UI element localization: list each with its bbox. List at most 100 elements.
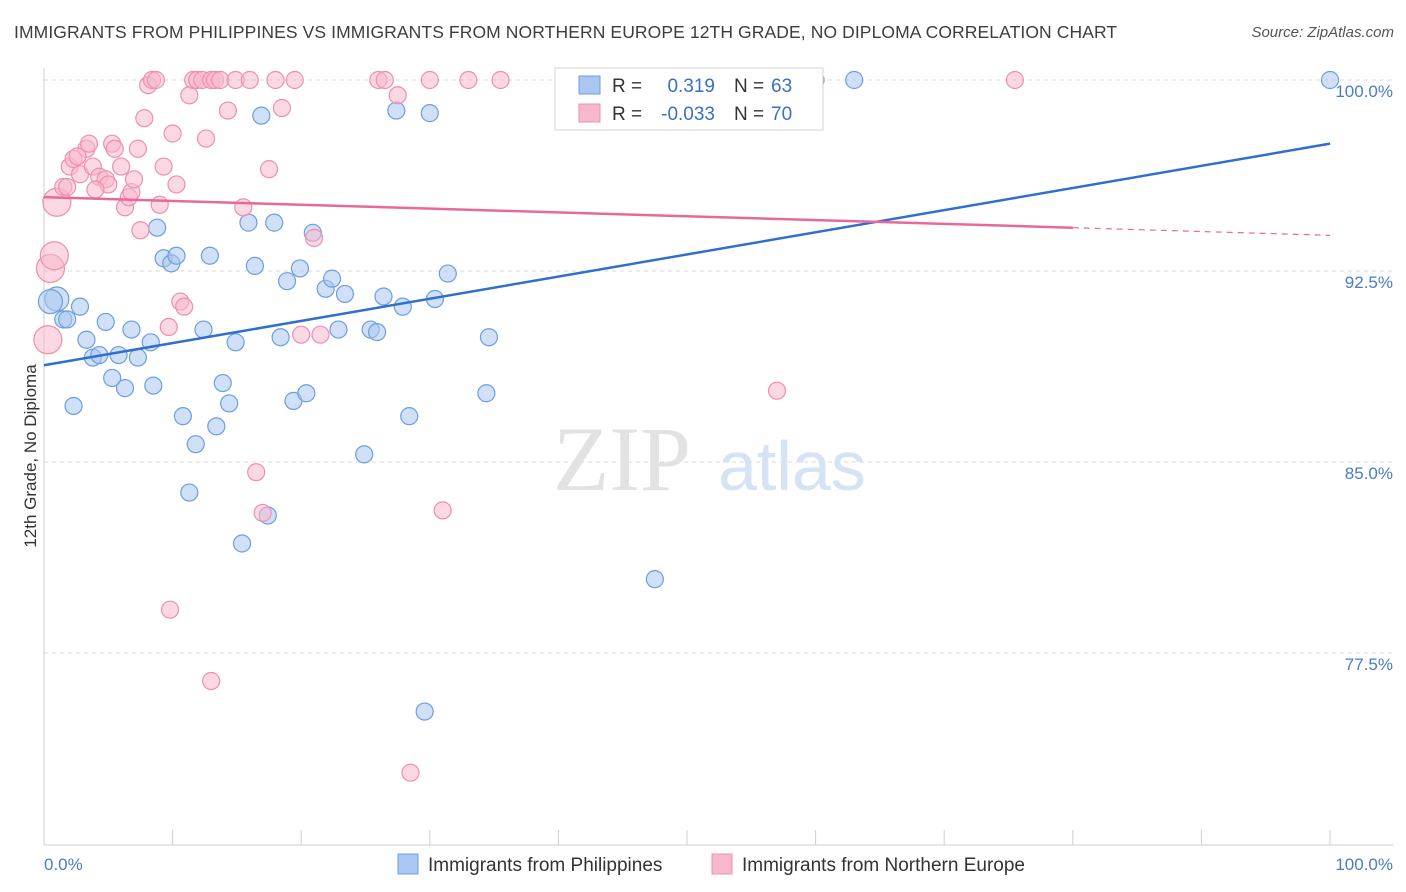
y-axis-tick-labels: 100.0% 92.5% 85.0% 77.5% [1335, 82, 1393, 674]
point-pink-50 [272, 98, 292, 118]
stats-n-label-2: N = [734, 104, 764, 125]
point-pink-66 [401, 763, 420, 782]
point-blue-44 [335, 284, 355, 304]
point-blue-31 [245, 256, 265, 276]
point-pink-27 [150, 195, 169, 214]
point-blue-50 [393, 297, 412, 316]
point-blue-38 [290, 259, 310, 278]
point-pink-21 [124, 170, 144, 189]
point-pink-58 [420, 70, 439, 90]
trend-blue [43, 142, 1331, 367]
point-blue-32 [252, 106, 271, 125]
grid-lines [44, 79, 1393, 654]
point-blue-12 [122, 320, 141, 339]
chart-title: IMMIGRANTS FROM PHILIPPINES VS IMMIGRANT… [14, 22, 1118, 42]
point-blue-4 [70, 297, 90, 316]
point-blue-34 [265, 213, 284, 232]
point-blue-15 [144, 376, 163, 395]
point-pink-62 [767, 381, 787, 400]
point-pink-67 [68, 147, 87, 166]
point-blue-61 [1320, 70, 1340, 90]
point-blue-26 [213, 373, 232, 393]
point-pink-56 [375, 70, 394, 90]
point-blue-48 [374, 287, 393, 306]
point-pink-69 [131, 221, 150, 240]
point-blue-10 [109, 345, 128, 365]
trend-pink [43, 195, 1073, 229]
point-blue-47 [367, 323, 387, 342]
x-axis-tick-labels: 0.0% 100.0% [44, 855, 1393, 874]
point-pink-65 [202, 671, 221, 691]
point-pink-46 [247, 463, 266, 482]
point-blue-13 [128, 348, 147, 367]
point-blue-28 [226, 333, 245, 352]
point-blue-11 [115, 379, 135, 398]
point-pink-47 [253, 503, 272, 523]
legend-swatch-philippines [397, 853, 419, 875]
x-axis-ticks [172, 830, 1331, 845]
point-pink-68 [86, 180, 105, 199]
point-pink-44 [234, 198, 253, 217]
point-pink-2 [39, 241, 69, 271]
legend-swatch-northern-europe [711, 853, 733, 875]
point-pink-0 [33, 325, 63, 355]
point-blue-2 [58, 310, 77, 329]
point-pink-23 [135, 109, 154, 128]
point-pink-26 [146, 70, 165, 90]
point-pink-57 [388, 86, 407, 105]
stats-swatch-pink [578, 103, 601, 123]
point-blue-52 [415, 702, 434, 721]
trend-lines [43, 142, 1331, 367]
point-blue-56 [477, 384, 496, 403]
point-pink-61 [491, 70, 510, 90]
point-blue-21 [180, 483, 199, 502]
point-blue-8 [96, 312, 115, 332]
point-pink-17 [112, 157, 131, 176]
point-blue-3 [64, 396, 83, 416]
point-blue-39 [297, 384, 316, 403]
point-pink-29 [159, 317, 178, 337]
point-pink-64 [160, 600, 180, 619]
point-pink-34 [180, 86, 199, 105]
point-pink-30 [163, 124, 182, 143]
y-tick-label-3: 77.5% [1345, 655, 1393, 674]
point-blue-22 [186, 435, 205, 454]
point-pink-49 [266, 70, 285, 90]
point-blue-27 [220, 394, 239, 413]
point-blue-30 [239, 213, 258, 232]
series-philippines-points [37, 70, 1340, 721]
point-pink-38 [196, 129, 216, 148]
point-blue-49 [387, 101, 406, 120]
point-pink-60 [459, 70, 478, 90]
stats-n-value-1: 63 [771, 76, 792, 97]
stats-r-value-2: -0.033 [661, 104, 715, 125]
series-northern-europe-points [33, 70, 1025, 782]
y-tick-label-0: 100.0% [1335, 82, 1393, 101]
point-blue-53 [420, 104, 439, 123]
stats-n-value-2: 70 [771, 104, 792, 125]
point-pink-53 [304, 228, 324, 247]
y-tick-label-2: 85.0% [1345, 464, 1393, 483]
point-blue-58 [645, 570, 664, 589]
point-blue-51 [400, 407, 419, 426]
y-axis-label: 12th Grade, No Diploma [21, 364, 40, 548]
point-pink-45 [240, 70, 259, 90]
legend-label-northern-europe: Immigrants from Northern Europe [742, 855, 1025, 876]
stats-r-label-2: R = [612, 104, 642, 125]
point-blue-35 [271, 328, 290, 347]
legend-label-philippines: Immigrants from Philippines [428, 855, 662, 876]
stats-swatch-blue [578, 75, 601, 95]
legend: Immigrants from Philippines Immigrants f… [397, 853, 1025, 876]
x-tick-label-0: 0.0% [44, 855, 83, 874]
point-blue-57 [479, 328, 499, 347]
point-pink-5 [58, 177, 77, 197]
point-pink-42 [218, 101, 237, 120]
point-blue-60 [845, 70, 864, 90]
stats-r-label-1: R = [612, 76, 642, 97]
trend-pink-extension [1072, 227, 1331, 236]
point-blue-25 [207, 417, 226, 436]
point-pink-52 [292, 325, 311, 344]
point-blue-62 [37, 288, 64, 315]
stats-box: R = 0.319 N = 63 R = -0.033 N = 70 [554, 67, 824, 131]
